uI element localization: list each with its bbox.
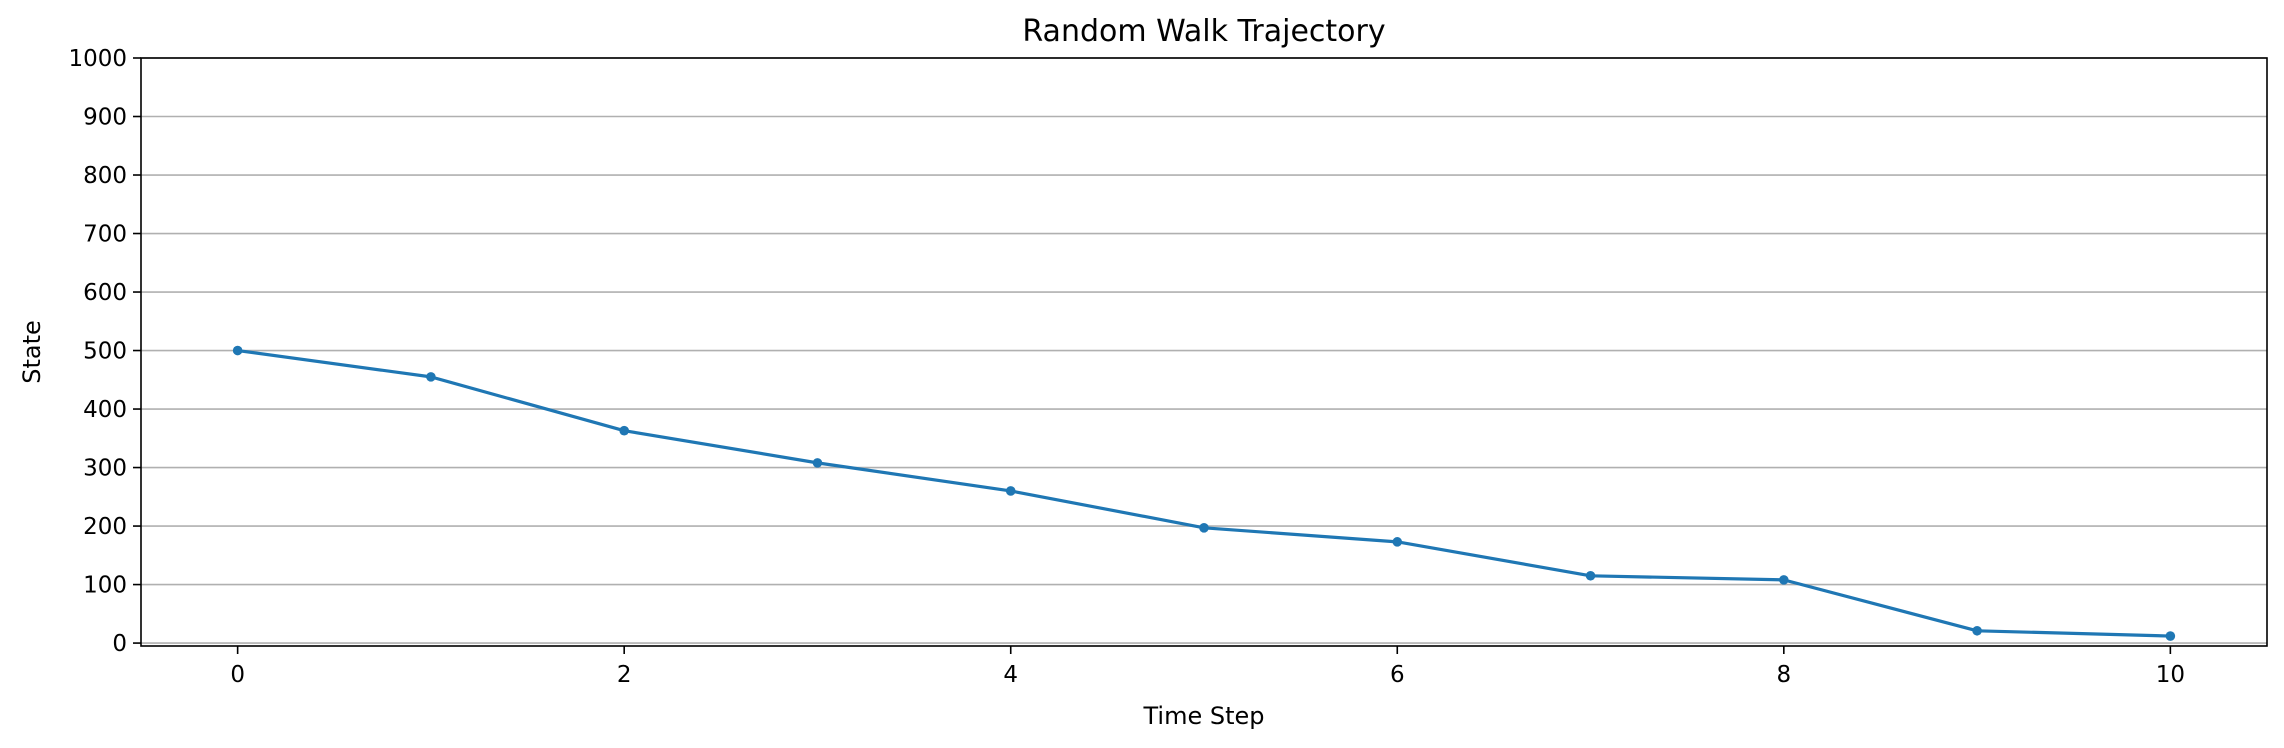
y-tick-label: 300 [83, 456, 127, 482]
y-tick-label: 1000 [68, 46, 127, 72]
data-point [812, 458, 823, 468]
chart-title: Random Walk Trajectory [1022, 14, 1385, 49]
y-tick-label: 600 [83, 280, 127, 306]
data-point [232, 345, 243, 356]
x-tick-label: 10 [2156, 662, 2185, 688]
y-tick-label: 0 [112, 631, 127, 657]
grid-lines [141, 57, 2267, 644]
plot-frame [140, 57, 2268, 647]
data-point [426, 372, 436, 382]
series-points [232, 345, 2176, 641]
y-tick-label: 700 [83, 222, 127, 248]
series-line [236, 348, 2172, 638]
x-tick-label: 0 [230, 662, 245, 688]
y-axis-label: State [18, 320, 46, 384]
y-tick-label: 200 [83, 514, 127, 540]
x-tick-label: 8 [1776, 662, 1791, 688]
y-tick-label: 900 [83, 105, 127, 131]
data-point [2165, 631, 2176, 641]
data-point [1005, 486, 1016, 496]
data-point [619, 425, 629, 436]
x-axis-ticks: 0 2 4 6 8 10 [230, 646, 2185, 688]
y-tick-label: 400 [83, 397, 127, 423]
data-point [1392, 537, 1403, 547]
data-point [1779, 575, 1789, 585]
data-point [1199, 523, 1209, 533]
y-tick-label: 100 [83, 573, 127, 599]
data-point [1972, 625, 1982, 636]
data-point [1585, 570, 1596, 581]
y-tick-label: 500 [83, 339, 127, 365]
y-axis-ticks: 0 100 200 300 400 500 600 700 800 900 1000 [68, 46, 141, 657]
x-tick-label: 6 [1390, 662, 1405, 688]
y-tick-label: 800 [83, 163, 127, 189]
x-tick-label: 4 [1003, 662, 1018, 688]
x-tick-label: 2 [617, 662, 632, 688]
x-axis-label: Time Step [1142, 702, 1264, 730]
